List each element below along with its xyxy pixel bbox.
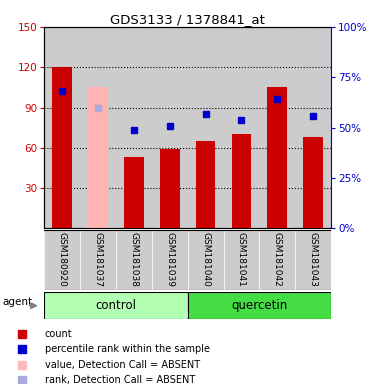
Title: GDS3133 / 1378841_at: GDS3133 / 1378841_at [110, 13, 265, 26]
Bar [160, 149, 180, 228]
Bar [52, 67, 72, 228]
Text: GSM181037: GSM181037 [94, 232, 102, 287]
Bar [124, 157, 144, 228]
Bar [232, 134, 251, 228]
Bar [44, 230, 80, 290]
Bar [44, 27, 80, 228]
Text: GSM181041: GSM181041 [237, 232, 246, 287]
Text: quercetin: quercetin [231, 299, 288, 312]
Bar [295, 230, 331, 290]
Text: GSM180920: GSM180920 [58, 232, 67, 287]
Bar [80, 230, 116, 290]
Bar [259, 230, 295, 290]
Bar [224, 27, 259, 228]
Bar [188, 230, 224, 290]
Text: GSM181042: GSM181042 [273, 232, 282, 287]
Bar [116, 230, 152, 290]
Text: percentile rank within the sample: percentile rank within the sample [45, 344, 210, 354]
Bar [259, 27, 295, 228]
Bar [224, 230, 259, 290]
Bar [152, 27, 188, 228]
Bar [116, 27, 152, 228]
Bar [196, 141, 216, 228]
Bar [303, 137, 323, 228]
Bar [152, 230, 188, 290]
Text: control: control [95, 299, 136, 312]
Text: GSM181039: GSM181039 [165, 232, 174, 287]
Text: GSM181038: GSM181038 [129, 232, 139, 287]
Text: GSM181040: GSM181040 [201, 232, 210, 287]
Bar [188, 27, 224, 228]
Bar [188, 292, 331, 319]
Text: rank, Detection Call = ABSENT: rank, Detection Call = ABSENT [45, 375, 195, 384]
Text: value, Detection Call = ABSENT: value, Detection Call = ABSENT [45, 359, 200, 369]
Bar [295, 27, 331, 228]
Bar [268, 88, 287, 228]
Bar [80, 27, 116, 228]
Text: count: count [45, 329, 72, 339]
Text: agent: agent [2, 297, 32, 307]
Bar [44, 292, 188, 319]
Bar [88, 88, 108, 228]
Text: GSM181043: GSM181043 [309, 232, 318, 287]
